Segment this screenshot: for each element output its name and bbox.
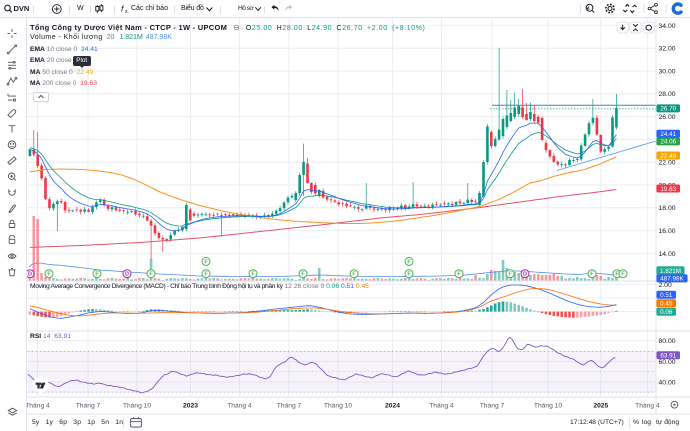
svg-text:F: F [149,272,153,278]
svg-text:26.00: 26.00 [659,114,676,121]
svg-text:Tháng 7: Tháng 7 [480,403,505,410]
svg-text:24.41: 24.41 [660,131,676,138]
svg-text:40.00: 40.00 [659,379,676,386]
svg-text:F: F [457,272,461,278]
svg-text:14.00: 14.00 [659,251,676,258]
svg-text:Tháng 7: Tháng 7 [277,403,302,410]
svg-text:32.00: 32.00 [659,46,676,53]
svg-text:Tháng 10: Tháng 10 [123,403,152,410]
svg-text:2025: 2025 [593,403,608,410]
svg-text:Tháng 10: Tháng 10 [534,403,563,410]
svg-text:F: F [407,272,411,278]
svg-text:F: F [251,272,255,278]
svg-text:F: F [47,272,51,278]
svg-text:Tháng 4: Tháng 4 [227,403,252,410]
svg-text:487.98K: 487.98K [660,276,684,283]
svg-text:Tháng 7: Tháng 7 [76,403,101,410]
svg-text:F: F [615,272,619,278]
svg-text:F: F [508,272,512,278]
svg-text:F: F [352,272,356,278]
svg-text:30.00: 30.00 [659,68,676,75]
svg-text:D: D [125,272,129,278]
svg-text:2.00: 2.00 [659,282,672,289]
svg-text:0.06: 0.06 [660,309,673,316]
svg-text:22.00: 22.00 [659,160,676,167]
svg-text:Tháng 4: Tháng 4 [635,403,660,410]
svg-text:F: F [204,259,208,265]
svg-text:F: F [590,272,594,278]
svg-text:2024: 2024 [385,403,400,410]
svg-text:24.06: 24.06 [660,139,676,146]
svg-text:34.00: 34.00 [659,23,676,30]
svg-text:F: F [407,259,411,265]
svg-text:F: F [204,272,208,278]
svg-text:16.00: 16.00 [659,228,676,235]
svg-text:19.63: 19.63 [660,186,676,193]
svg-text:63.91: 63.91 [660,353,676,360]
svg-text:Tháng 4: Tháng 4 [429,403,454,410]
svg-text:60.00: 60.00 [659,359,676,366]
svg-text:2023: 2023 [183,403,198,410]
svg-text:80.00: 80.00 [659,338,676,345]
svg-text:0.45: 0.45 [660,301,673,308]
svg-text:1.821M: 1.821M [660,268,681,275]
svg-text:D: D [28,272,32,278]
svg-text:D: D [523,272,527,278]
svg-text:0.51: 0.51 [660,292,673,299]
svg-text:Tháng 4: Tháng 4 [25,403,50,410]
svg-text:28.00: 28.00 [659,91,676,98]
svg-text:F: F [621,272,625,278]
svg-text:F: F [95,272,99,278]
svg-text:18.00: 18.00 [659,205,676,212]
svg-text:26.70: 26.70 [660,106,676,113]
svg-text:Tháng 10: Tháng 10 [324,403,353,410]
svg-text:f: f [121,4,125,14]
svg-text:F: F [301,272,305,278]
svg-text:22.49: 22.49 [660,153,676,160]
svg-text:x: x [125,9,128,15]
